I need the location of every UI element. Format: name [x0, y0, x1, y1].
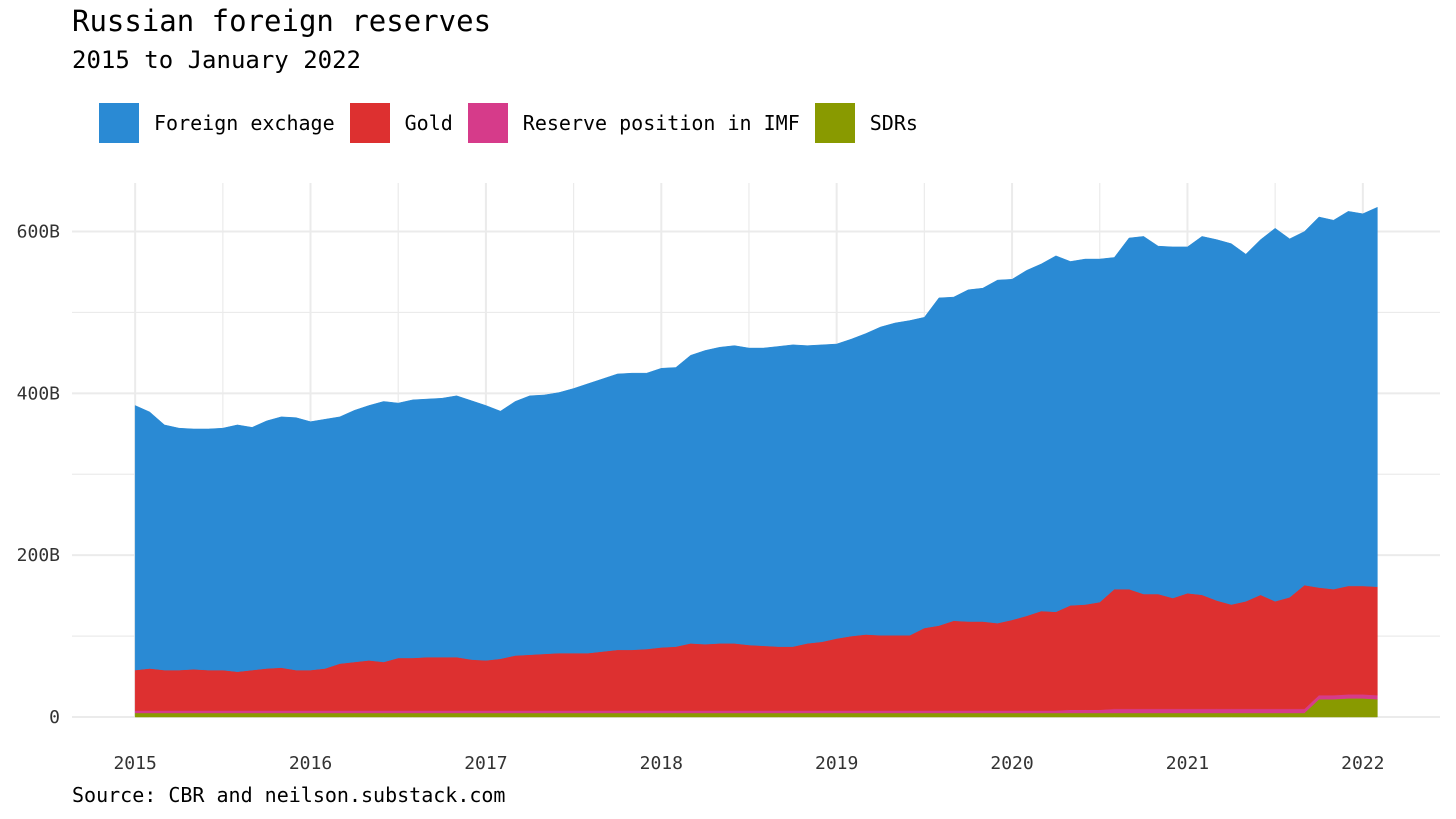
x-tick-label: 2020	[990, 753, 1033, 774]
legend-item-sdrs: SDRs	[814, 103, 918, 143]
legend-label-imf-position: Reserve position in IMF	[522, 111, 800, 135]
y-tick-label: 0	[49, 707, 60, 728]
legend-swatch-imf-position	[467, 103, 508, 143]
legend: Foreign exchage Gold Reserve position in…	[99, 103, 933, 143]
legend-swatch-gold	[349, 103, 390, 143]
chart-subtitle: 2015 to January 2022	[72, 46, 361, 74]
source-caption: Source: CBR and neilson.substack.com	[72, 783, 506, 807]
x-tick-label: 2015	[113, 753, 156, 774]
chart-title: Russian foreign reserves	[72, 4, 492, 38]
legend-label-sdrs: SDRs	[869, 111, 918, 135]
legend-swatch-foreign-exchange	[99, 103, 139, 143]
axis-tick-labels: 0 200B 400B 600B 2015 2016 2017 2018 2019 2020 202…	[17, 222, 1385, 774]
stacked-areas	[134, 206, 1378, 718]
legend-item-imf-position: Reserve position in IMF	[467, 103, 800, 143]
legend-item-foreign-exchange: Foreign exchage	[99, 103, 335, 143]
x-tick-label: 2019	[815, 753, 858, 774]
x-tick-label: 2017	[464, 753, 507, 774]
x-tick-label: 2016	[289, 753, 332, 774]
area-foreign-exchage	[134, 206, 1378, 672]
y-tick-label: 200B	[17, 545, 60, 566]
legend-label-gold: Gold	[404, 111, 453, 135]
x-tick-label: 2018	[640, 753, 683, 774]
y-tick-label: 400B	[17, 383, 60, 404]
legend-item-gold: Gold	[349, 103, 453, 143]
x-tick-label: 2022	[1341, 753, 1384, 774]
y-tick-label: 600B	[17, 222, 60, 243]
x-tick-label: 2021	[1166, 753, 1209, 774]
legend-swatch-sdrs	[814, 103, 855, 143]
legend-label-foreign-exchange: Foreign exchage	[154, 111, 335, 135]
